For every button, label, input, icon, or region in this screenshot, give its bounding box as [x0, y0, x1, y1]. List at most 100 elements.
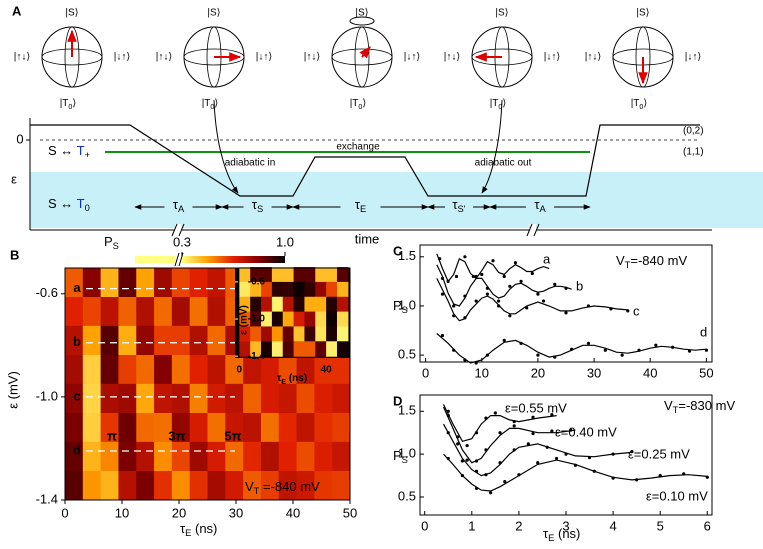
heat-cell [271, 296, 284, 313]
state-label: |S⟩ [495, 8, 508, 19]
heat-cell [332, 441, 350, 472]
heat-cell [315, 311, 327, 328]
label-part: τ [173, 197, 179, 212]
heat-cell [332, 471, 350, 500]
data-point [456, 442, 460, 446]
x-tick-label: 40 [643, 365, 657, 380]
heat-cell [260, 383, 280, 414]
data-point [485, 292, 489, 296]
colorbar-label: PS [104, 234, 119, 251]
heat-cell [282, 341, 295, 357]
data-point [545, 445, 549, 449]
heat-cell [136, 325, 155, 356]
label-part: S [402, 455, 408, 465]
heat-cell [332, 383, 350, 414]
heat-cell [100, 383, 120, 414]
state-label: |↑↓⟩ [304, 52, 321, 63]
y-tick-label: 0.5 [398, 347, 416, 362]
heat-cell [239, 326, 251, 342]
heat-cell [65, 355, 84, 385]
state-label: |S⟩ [636, 8, 649, 19]
series-label: ε=0.25 mV [628, 446, 690, 461]
cut-label: c [73, 388, 80, 403]
data-point [474, 469, 479, 473]
data-point [536, 353, 540, 357]
heat-cell [65, 325, 84, 356]
label-part: S ↔ [48, 196, 77, 211]
heat-cell [154, 325, 173, 356]
heat-cell [154, 383, 173, 414]
heat-cell [293, 281, 306, 298]
heat-cell [260, 413, 280, 443]
label-part: 0 [498, 102, 502, 111]
fit-line [436, 253, 550, 283]
x-tick-label: 6 [704, 518, 711, 533]
state-label: |↓↑⟩ [404, 52, 421, 63]
heat-cell [65, 297, 84, 327]
data-point [474, 299, 478, 303]
state-label: |↓↑⟩ [544, 52, 561, 63]
heat-cell [314, 471, 333, 500]
heat-cell [336, 296, 349, 313]
duration-label: τS [252, 197, 263, 214]
fit-line [442, 406, 576, 464]
label-part: S [402, 305, 408, 315]
panel-label: C [393, 243, 403, 258]
data-point [460, 473, 464, 478]
y-tick-label: -1.0 [36, 388, 58, 403]
heat-cell [304, 296, 316, 313]
label-part: S [113, 241, 119, 251]
x-tick-label: 20 [531, 365, 545, 380]
data-point [446, 413, 450, 418]
data-point [485, 286, 489, 290]
data-point [471, 274, 475, 279]
heat-cell [189, 471, 209, 500]
state-label: |S⟩ [65, 8, 78, 19]
heat-cell [82, 325, 102, 356]
x-tick-label: 0 [61, 505, 68, 520]
state-label: |↓↑⟩ [256, 52, 273, 63]
data-point [531, 415, 535, 419]
x-tick-label: 10 [115, 505, 129, 520]
heat-cell [207, 297, 226, 327]
heat-cell [250, 281, 262, 298]
heat-cell [315, 281, 327, 298]
heat-cell [118, 413, 137, 443]
heat-cell [336, 341, 349, 357]
heat-cell [332, 413, 350, 443]
label-part: T [254, 486, 260, 496]
heat-cell [260, 441, 280, 472]
label-part: |T [202, 98, 211, 109]
duration-label: τA [173, 197, 185, 214]
data-point [570, 347, 574, 351]
data-point [498, 461, 502, 465]
x-tick-label: 0 [422, 365, 429, 380]
heat-cell [315, 326, 327, 342]
heat-cell [326, 267, 338, 283]
charge-state: (1,1) [683, 147, 704, 158]
label-part: τ [534, 197, 540, 212]
panel-label: A [12, 3, 22, 18]
label-part: |T [350, 98, 359, 109]
heat-cell [315, 296, 327, 313]
data-point [550, 413, 554, 417]
heat-cell [207, 268, 226, 298]
label-part: ⟩ [643, 98, 647, 109]
heat-cell [225, 441, 244, 472]
label-part: τ [543, 526, 549, 541]
y-tick-label: 1.5 [398, 403, 416, 418]
label-part: E [360, 204, 366, 214]
heat-cell [261, 341, 273, 357]
heat-cell [100, 355, 120, 385]
inset-y-tick-label: -1.4 [248, 351, 266, 362]
segment-label: exchange [336, 142, 380, 153]
heat-cell [136, 471, 155, 500]
data-point [480, 272, 484, 277]
heat-cell [171, 325, 191, 356]
break-mark [178, 223, 185, 237]
data-point [502, 338, 506, 342]
x-tick-label: 0 [421, 518, 428, 533]
data-point [704, 348, 708, 352]
heat-cell [296, 355, 315, 385]
heat-cell [336, 326, 349, 342]
